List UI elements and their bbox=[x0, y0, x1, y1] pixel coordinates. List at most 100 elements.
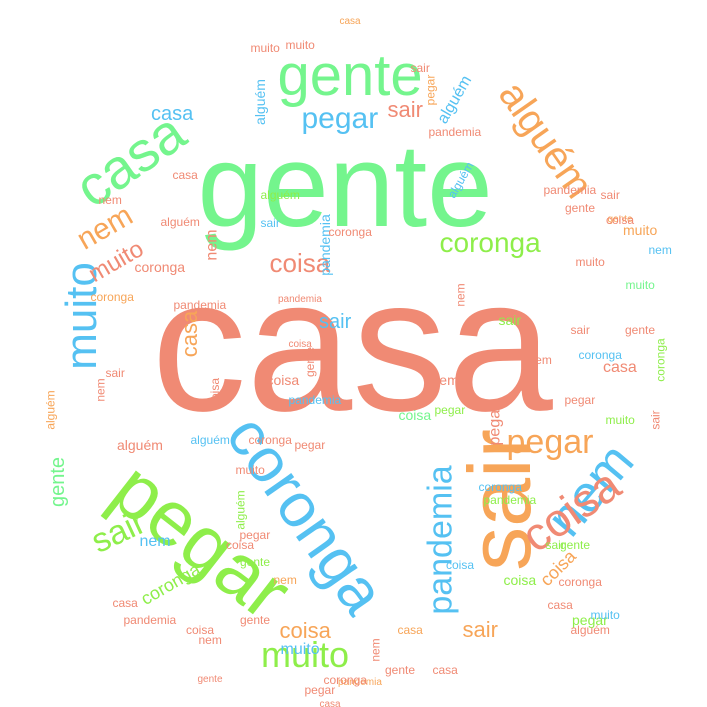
cloud-word: muito bbox=[280, 641, 320, 658]
cloud-word: pegar bbox=[572, 612, 608, 628]
cloud-word: coisa bbox=[606, 213, 635, 227]
cloud-word: muito bbox=[623, 222, 658, 238]
cloud-word: pegar bbox=[506, 423, 594, 461]
cloud-word: pandemia bbox=[278, 294, 322, 305]
cloud-word: coronga bbox=[328, 225, 372, 239]
cloud-word: coronga bbox=[134, 259, 186, 275]
cloud-word: coronga bbox=[248, 433, 292, 447]
cloud-word: sair bbox=[648, 410, 663, 430]
cloud-word: muito bbox=[575, 255, 605, 269]
cloud-word: coronga bbox=[653, 338, 668, 382]
cloud-word: coisa bbox=[279, 618, 331, 643]
cloud-word: nem bbox=[139, 533, 171, 550]
cloud-word: alguém bbox=[260, 188, 300, 202]
cloud-word: casa bbox=[397, 623, 423, 637]
cloud-word: nem bbox=[431, 372, 459, 388]
cloud-word: gente bbox=[625, 323, 656, 337]
cloud-word: nem bbox=[273, 573, 297, 587]
cloud-word: gente bbox=[47, 456, 70, 508]
cloud-word: pandemia bbox=[173, 298, 227, 312]
cloud-word: pegar bbox=[564, 393, 596, 407]
cloud-word: nem bbox=[98, 193, 122, 207]
cloud-word: alguém bbox=[434, 72, 476, 127]
cloud-word: sair bbox=[260, 216, 280, 230]
cloud-word: coisa bbox=[226, 538, 255, 552]
cloud-word: gente bbox=[240, 555, 271, 569]
cloud-word: pegar bbox=[434, 403, 466, 417]
cloud-word: sair bbox=[319, 311, 352, 333]
cloud-word: coisa bbox=[269, 248, 331, 278]
cloud-word: coronga bbox=[323, 673, 367, 687]
cloud-word: pegar bbox=[301, 102, 379, 135]
cloud-word: casa bbox=[603, 359, 637, 376]
cloud-word: coisa bbox=[398, 407, 432, 423]
cloud-word: pandemia bbox=[338, 677, 382, 688]
cloud-word: coronga bbox=[478, 480, 522, 494]
cloud-word: casa bbox=[177, 310, 203, 358]
cloud-word: casa bbox=[319, 699, 341, 707]
cloud-word: coisa bbox=[288, 339, 312, 350]
cloud-word: gente bbox=[303, 346, 318, 378]
cloud-word: coisa bbox=[266, 372, 300, 388]
cloud-word: nem bbox=[648, 243, 672, 257]
cloud-word: alguém bbox=[190, 433, 230, 447]
cloud-word: nem bbox=[93, 378, 108, 402]
cloud-word: alguém bbox=[117, 437, 163, 453]
cloud-word: pandemia bbox=[421, 465, 460, 615]
cloud-word: muito bbox=[625, 278, 655, 292]
cloud-word: alguém bbox=[251, 79, 268, 125]
cloud-word: casa bbox=[151, 239, 553, 451]
cloud-word: muito bbox=[605, 413, 635, 427]
cloud-word: pandemia bbox=[543, 183, 597, 197]
cloud-word: gente bbox=[385, 663, 416, 677]
cloud-word: sair bbox=[545, 538, 565, 552]
cloud-word: nem bbox=[368, 638, 383, 662]
cloud-word: muito bbox=[285, 38, 315, 52]
cloud-word: pandemia bbox=[288, 393, 342, 407]
cloud-word: coisa bbox=[503, 572, 537, 588]
cloud-word: casa bbox=[432, 663, 458, 677]
cloud-word: muito bbox=[590, 608, 620, 622]
cloud-word: pandemia bbox=[123, 613, 177, 627]
cloud-word: alguém bbox=[160, 215, 200, 229]
cloud-word: pegar bbox=[294, 438, 326, 452]
cloud-word: pandemia bbox=[316, 214, 333, 276]
cloud-word: gente bbox=[565, 201, 596, 215]
cloud-word: coronga bbox=[578, 348, 622, 362]
cloud-word: nem bbox=[203, 229, 221, 261]
cloud-word: sair bbox=[105, 366, 125, 380]
cloud-word: alguém bbox=[233, 490, 248, 530]
cloud-word: pandemia bbox=[428, 125, 482, 139]
cloud-word: gente bbox=[277, 43, 423, 108]
cloud-word: sair bbox=[410, 61, 430, 75]
cloud-word: sair bbox=[498, 312, 522, 328]
cloud-word: coronga bbox=[558, 575, 602, 589]
cloud-word: muito bbox=[235, 463, 265, 477]
cloud-word: alguém bbox=[570, 623, 610, 637]
cloud-word: sair bbox=[462, 617, 498, 642]
cloud-word: coronga bbox=[439, 227, 541, 258]
cloud-word: alguém bbox=[43, 390, 58, 430]
cloud-word: gente bbox=[560, 538, 591, 552]
cloud-word: coronga bbox=[90, 290, 134, 304]
cloud-word: pegar bbox=[422, 74, 437, 106]
cloud-word: sair bbox=[387, 97, 423, 122]
cloud-word: pegar bbox=[485, 404, 503, 446]
cloud-word: casa bbox=[151, 103, 194, 125]
cloud-word: nem bbox=[198, 633, 222, 647]
cloud-word: sair bbox=[570, 323, 590, 337]
cloud-word: casa bbox=[339, 16, 361, 27]
cloud-word: casa bbox=[547, 598, 573, 612]
cloud-word: casa bbox=[172, 168, 198, 182]
cloud-word: pandemia bbox=[483, 493, 537, 507]
cloud-word: coisa bbox=[186, 623, 215, 637]
cloud-word: gente bbox=[197, 674, 223, 685]
cloud-word: muito bbox=[250, 41, 280, 55]
cloud-word: pegar bbox=[239, 528, 271, 542]
cloud-word: casa bbox=[112, 596, 138, 610]
cloud-word: gente bbox=[607, 214, 633, 225]
cloud-word: nem bbox=[453, 283, 468, 307]
cloud-word: gente bbox=[197, 120, 493, 252]
cloud-word: muito bbox=[261, 634, 350, 675]
